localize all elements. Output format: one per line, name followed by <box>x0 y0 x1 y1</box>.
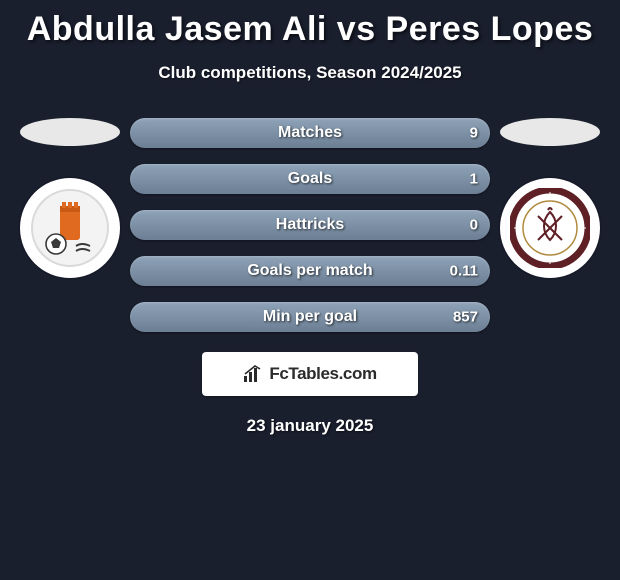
brand-box[interactable]: FcTables.com <box>202 352 418 396</box>
stat-label: Goals per match <box>247 262 372 280</box>
stat-label: Min per goal <box>263 308 357 326</box>
page-title: Abdulla Jasem Ali vs Peres Lopes <box>27 10 594 49</box>
player-photo-placeholder-left <box>20 118 120 146</box>
stat-right-value: 9 <box>470 125 478 142</box>
right-player-column <box>490 118 610 278</box>
date-text: 23 january 2025 <box>247 416 374 436</box>
stat-right-value: 0.11 <box>450 263 478 280</box>
stat-row-matches: Matches 9 <box>130 118 490 148</box>
bars-chart-icon <box>243 365 265 383</box>
club-logo-left-icon <box>30 188 110 268</box>
club-logo-right-icon <box>510 188 590 268</box>
player-photo-placeholder-right <box>500 118 600 146</box>
stat-row-min-per-goal: Min per goal 857 <box>130 302 490 332</box>
subtitle: Club competitions, Season 2024/2025 <box>158 63 461 83</box>
brand-text: FcTables.com <box>269 364 376 384</box>
club-badge-left <box>20 178 120 278</box>
stat-row-goals: Goals 1 <box>130 164 490 194</box>
stats-column: Matches 9 Goals 1 Hattricks 0 Goals per … <box>130 118 490 332</box>
comparison-card: Abdulla Jasem Ali vs Peres Lopes Club co… <box>0 0 620 580</box>
stat-right-value: 1 <box>470 171 478 188</box>
stat-label: Hattricks <box>276 216 344 234</box>
stat-label: Matches <box>278 124 342 142</box>
main-area: Matches 9 Goals 1 Hattricks 0 Goals per … <box>0 118 620 332</box>
left-player-column <box>10 118 130 278</box>
stat-row-hattricks: Hattricks 0 <box>130 210 490 240</box>
club-badge-right <box>500 178 600 278</box>
stat-row-goals-per-match: Goals per match 0.11 <box>130 256 490 286</box>
stat-right-value: 857 <box>453 309 478 326</box>
stat-label: Goals <box>288 170 332 188</box>
stat-right-value: 0 <box>470 217 478 234</box>
